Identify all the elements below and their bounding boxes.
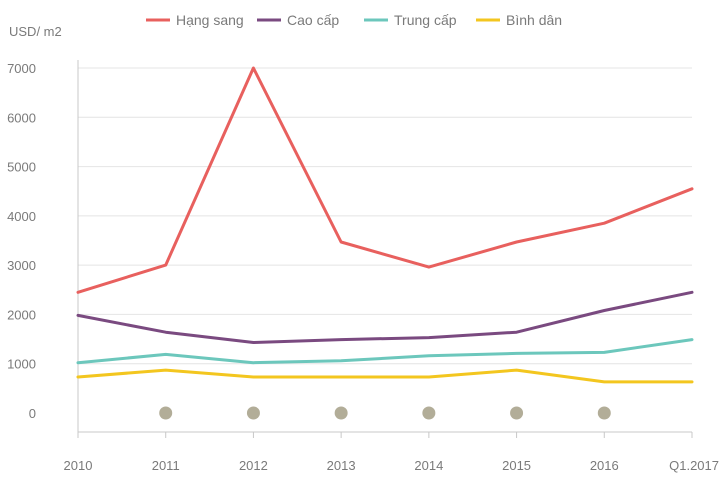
x-tick-label: 2014: [414, 458, 443, 473]
y-tick-label: 6000: [7, 110, 36, 125]
series-line: [76, 338, 694, 365]
y-tick-label: 1000: [7, 357, 36, 372]
y-tick-label: 2000: [7, 307, 36, 322]
y-tick-label: 4000: [7, 209, 36, 224]
legend-item: Bình dân: [476, 12, 562, 28]
x-axis-markers: [159, 406, 611, 420]
axis-marker-dot: [510, 406, 524, 420]
x-tick-label: 2015: [502, 458, 531, 473]
axes: 2010 2011 2012 2013 2014 2015 2016 Q1.2017: [64, 60, 719, 473]
y-tick-label: 5000: [7, 160, 36, 175]
y-tick-label: 3000: [7, 258, 36, 273]
legend: Hạng sang Cao cấp Trung cấp Bình dân: [146, 12, 562, 28]
series-lines: [76, 66, 694, 384]
x-tick-label: 2012: [239, 458, 268, 473]
legend-item: Cao cấp: [257, 12, 339, 28]
y-tick-label: 0: [29, 406, 36, 421]
axis-marker-dot: [597, 406, 611, 420]
y-axis-unit-label: USD/ m2: [9, 24, 62, 39]
legend-label: Cao cấp: [287, 12, 339, 28]
legend-item: Trung cấp: [364, 12, 457, 28]
legend-label: Trung cấp: [394, 12, 457, 28]
x-tick-label: 2013: [327, 458, 356, 473]
series-line: [76, 368, 694, 384]
legend-label: Bình dân: [506, 12, 562, 28]
gridlines: 0 1000 2000 3000 4000 5000 6000 7000: [7, 61, 692, 421]
axis-marker-dot: [334, 406, 348, 420]
legend-label: Hạng sang: [176, 12, 244, 28]
axis-marker-dot: [159, 406, 173, 420]
axis-marker-dot: [422, 406, 436, 420]
series-line: [76, 66, 694, 294]
x-tick-label: Q1.2017: [669, 458, 719, 473]
y-tick-label: 7000: [7, 61, 36, 76]
series-line: [76, 290, 694, 344]
x-tick-label: 2010: [64, 458, 93, 473]
x-tick-label: 2011: [152, 458, 180, 473]
axis-marker-dot: [246, 406, 260, 420]
x-tick-label: 2016: [590, 458, 619, 473]
legend-item: Hạng sang: [146, 12, 244, 28]
